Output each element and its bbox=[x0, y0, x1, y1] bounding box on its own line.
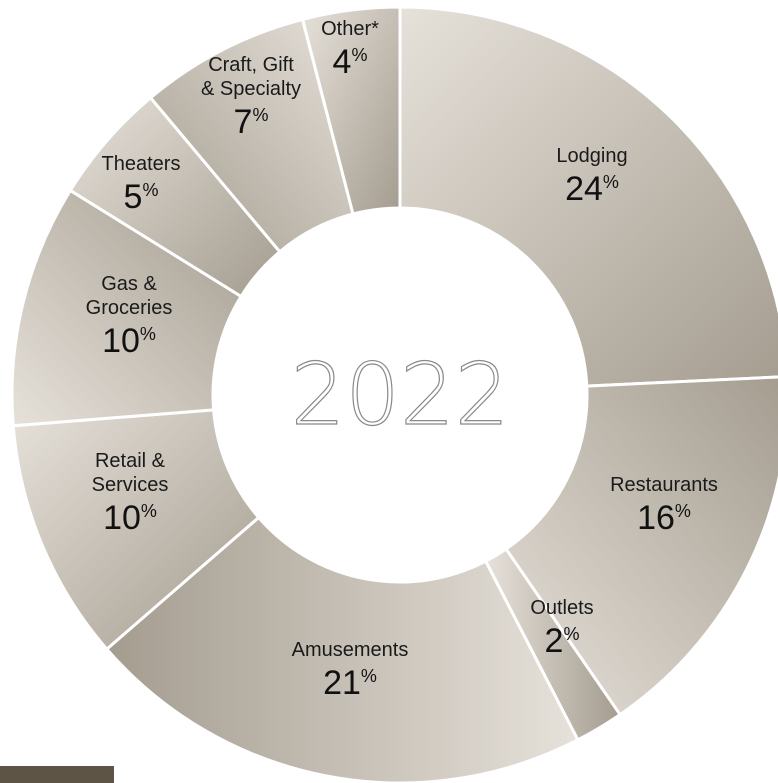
slice-value-label: 7% bbox=[234, 103, 269, 141]
slice-name-label: Gas & bbox=[101, 273, 157, 295]
slice-value-number: 2 bbox=[545, 622, 564, 660]
slices-layer bbox=[10, 5, 778, 783]
slice-label-lodging: Lodging 24% bbox=[556, 145, 627, 208]
percent-sign: % bbox=[140, 324, 156, 344]
percent-sign: % bbox=[142, 180, 158, 200]
slice-label-other: Other* 4% bbox=[321, 18, 379, 81]
slice-value-number: 10 bbox=[103, 499, 141, 537]
pie-slice-lodging bbox=[398, 5, 778, 388]
corner-accent-bar bbox=[0, 766, 114, 783]
slice-name-label: Amusements bbox=[292, 639, 409, 661]
slice-name-label: Groceries bbox=[86, 297, 173, 319]
percent-sign: % bbox=[141, 501, 157, 521]
percent-sign: % bbox=[351, 45, 367, 65]
slice-value-label: 21% bbox=[323, 664, 377, 702]
pie-slice-other bbox=[300, 5, 402, 216]
slice-label-gas-groceries: Gas &Groceries 10% bbox=[86, 273, 173, 360]
slice-name-label: Other* bbox=[321, 18, 379, 40]
slice-value-number: 4 bbox=[333, 43, 352, 81]
slice-value-number: 21 bbox=[323, 664, 361, 702]
slice-value-label: 5% bbox=[124, 178, 159, 216]
pie-slice-amusements bbox=[104, 515, 580, 783]
percent-sign: % bbox=[563, 624, 579, 644]
pie-slice-gas-groceries bbox=[10, 188, 244, 428]
slice-name-label: Theaters bbox=[102, 153, 181, 175]
pie-slice-restaurants bbox=[503, 375, 778, 717]
slice-value-label: 16% bbox=[637, 499, 691, 537]
slice-name-label: Restaurants bbox=[610, 474, 718, 496]
slice-value-label: 10% bbox=[102, 322, 156, 360]
slice-value-label: 4% bbox=[333, 43, 368, 81]
slice-label-outlets: Outlets 2% bbox=[530, 597, 593, 660]
percent-sign: % bbox=[361, 666, 377, 686]
slice-value-label: 2% bbox=[545, 622, 580, 660]
slice-name-label: Craft, Gift bbox=[208, 54, 294, 76]
slice-label-retail-services: Retail &Services 10% bbox=[92, 450, 169, 537]
slice-value-label: 24% bbox=[565, 170, 619, 208]
slice-name-label: Lodging bbox=[556, 145, 627, 167]
slice-name-label: Services bbox=[92, 474, 169, 496]
slice-value-number: 10 bbox=[102, 322, 140, 360]
percent-sign: % bbox=[603, 172, 619, 192]
slice-value-label: 10% bbox=[103, 499, 157, 537]
slice-name-label: Retail & bbox=[95, 450, 166, 472]
slice-label-craft-gift-specialty: Craft, Gift& Specialty 7% bbox=[201, 54, 301, 141]
slice-value-number: 7 bbox=[234, 103, 253, 141]
slice-name-label: Outlets bbox=[530, 597, 593, 619]
slice-label-theaters: Theaters 5% bbox=[102, 153, 181, 216]
percent-sign: % bbox=[675, 501, 691, 521]
center-year-label: 2022 bbox=[291, 345, 510, 445]
slice-label-amusements: Amusements 21% bbox=[292, 639, 409, 702]
slice-label-restaurants: Restaurants 16% bbox=[610, 474, 718, 537]
pie-slice-retail-services bbox=[11, 408, 261, 652]
slice-value-number: 24 bbox=[565, 170, 603, 208]
percent-sign: % bbox=[252, 105, 268, 125]
labels-layer: Lodging24%Restaurants16%Outlets2%Amuseme… bbox=[86, 18, 718, 702]
slice-value-number: 16 bbox=[637, 499, 675, 537]
slice-value-number: 5 bbox=[124, 178, 143, 216]
slice-name-label: & Specialty bbox=[201, 78, 301, 100]
